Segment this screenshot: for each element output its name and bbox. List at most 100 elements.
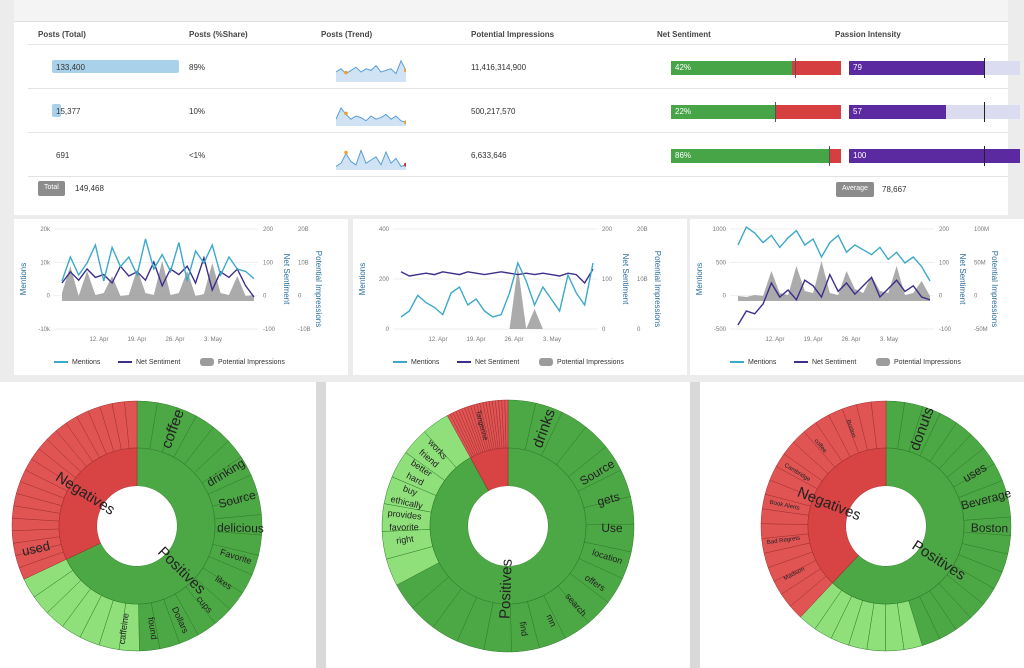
- legend-potential-impressions[interactable]: Potential Impressions: [894, 359, 961, 366]
- sunburst-word-left[interactable]: used: [21, 538, 52, 559]
- net-sentiment-line: [737, 272, 931, 326]
- net-sentiment-label: 22%: [675, 107, 692, 116]
- right-tick-label-sentiment: 100: [939, 260, 950, 266]
- impressions-area: [401, 267, 593, 329]
- x-tick-label: 19. Apr: [803, 337, 822, 343]
- right-axis-title-sentiment: Net Sentiment: [282, 254, 291, 305]
- trend-chart-3[interactable]: Mentions Net Sentiment Potential Impressio…: [690, 219, 1024, 375]
- trend-chart-2[interactable]: Mentions Net Sentiment Potential Impressio…: [353, 219, 687, 375]
- passion-intensity-bar: 57: [849, 102, 1020, 122]
- right-tick-label-impressions: 0: [298, 294, 302, 300]
- row-divider: [28, 132, 1008, 133]
- posts-total-value: 691: [56, 151, 70, 160]
- legend-potential-impressions[interactable]: Potential Impressions: [557, 359, 624, 366]
- right-tick-label-sentiment: 200: [602, 227, 613, 233]
- sunburst-word-l9[interactable]: right: [396, 534, 415, 546]
- sunburst-word-r8[interactable]: found: [146, 616, 159, 640]
- legend-potential-impressions[interactable]: Potential Impressions: [218, 359, 285, 366]
- passion-intensity-label: 79: [853, 63, 862, 72]
- sunburst-word-l8[interactable]: favorite: [389, 522, 419, 532]
- posts-trend-sparkline: [336, 148, 406, 170]
- legend-mentions[interactable]: Mentions: [411, 359, 440, 366]
- sunburst-panel-2[interactable]: Positives drinks Source gets Use location offe…: [326, 382, 690, 668]
- x-tick-label: 19. Apr: [466, 337, 485, 343]
- sentiment-positive-fill: [671, 105, 775, 119]
- right-axis-title-impressions: Potential Impressions: [653, 251, 662, 327]
- legend-net-sentiment[interactable]: Net Sentiment: [475, 359, 519, 366]
- sunburst-word-l5[interactable]: buy: [402, 483, 420, 498]
- impressions-area: [738, 261, 930, 301]
- posts-share-value: 89%: [189, 63, 206, 72]
- sunburst-positives-label[interactable]: Positives: [496, 559, 515, 620]
- header-potential-impressions[interactable]: Potential Impressions: [471, 30, 555, 39]
- right-tick-label-impressions: 20B: [637, 227, 648, 233]
- right-tick-label-impressions: 10B: [298, 260, 309, 266]
- right-axis-title-impressions: Potential Impressions: [990, 251, 999, 327]
- net-sentiment-label: 42%: [675, 63, 692, 72]
- mentions-line: [400, 260, 594, 318]
- table-top-bar: [14, 0, 1008, 22]
- x-tick-label: 12. Apr: [428, 337, 447, 343]
- sunburst-panel-3[interactable]: Positives Negatives donuts uses Beverage Bost…: [700, 382, 1024, 668]
- legend-impressions-swatch: [539, 358, 553, 366]
- sentiment-marker: [829, 146, 831, 166]
- right-tick-label-sentiment: 0: [939, 294, 943, 300]
- sentiment-marker: [774, 102, 776, 122]
- left-tick-label: -500: [714, 327, 727, 333]
- right-tick-label-sentiment: 200: [263, 227, 274, 233]
- sunburst-word-r3[interactable]: delicious: [217, 521, 264, 536]
- right-tick-label-impressions: -50M: [974, 327, 988, 333]
- sentiment-negative-fill: [829, 149, 841, 163]
- trend-chart-1[interactable]: Mentions Net Sentiment Potential Impressio…: [14, 219, 348, 375]
- sunburst-hole: [846, 486, 926, 566]
- posts-total-value: 15,377: [56, 107, 81, 116]
- right-tick-label-sentiment: -100: [939, 327, 952, 333]
- left-tick-label: 10k: [40, 260, 51, 266]
- header-net-sentiment[interactable]: Net Sentiment: [657, 30, 711, 39]
- passion-marker: [984, 146, 986, 166]
- right-axis-title-sentiment: Net Sentiment: [958, 254, 967, 305]
- impressions-value: 500,217,570: [471, 107, 516, 116]
- sunburst-word-l7[interactable]: provides: [387, 508, 422, 522]
- x-tick-label: 3. May: [880, 337, 898, 343]
- x-tick-label: 12. Apr: [765, 337, 784, 343]
- sentiment-marker: [795, 58, 797, 78]
- metrics-table: Posts (Total) Posts (%Share) Posts (Tren…: [14, 0, 1020, 215]
- sunburst-panel-1[interactable]: Positives Negatives coffee used drinking Sour…: [0, 382, 316, 668]
- legend-mentions[interactable]: Mentions: [72, 359, 101, 366]
- left-tick-label: 1000: [713, 227, 727, 233]
- left-tick-label: 400: [379, 227, 390, 233]
- right-tick-label-sentiment: 100: [263, 260, 274, 266]
- posts-total-bar: [52, 60, 179, 73]
- x-tick-label: 12. Apr: [89, 337, 108, 343]
- header-posts-trend[interactable]: Posts (Trend): [321, 30, 373, 39]
- right-tick-label-sentiment: 200: [939, 227, 950, 233]
- passion-marker: [984, 58, 986, 78]
- legend-mentions[interactable]: Mentions: [748, 359, 777, 366]
- sunburst-word-n2[interactable]: Bad Regrets: [767, 536, 801, 546]
- sentiment-negative-fill: [791, 61, 841, 75]
- net-sentiment-line: [400, 268, 594, 285]
- x-tick-label: 26. Apr: [165, 337, 184, 343]
- sunburst-word-r9[interactable]: caffeine: [117, 612, 131, 644]
- sentiment-negative-fill: [774, 105, 841, 119]
- sentiment-positive-fill: [671, 149, 830, 163]
- legend-net-sentiment[interactable]: Net Sentiment: [136, 359, 180, 366]
- header-posts-total[interactable]: Posts (Total): [38, 30, 86, 39]
- sunburst-word-r8[interactable]: find: [518, 621, 530, 637]
- mentions-line: [737, 225, 931, 282]
- sentiment-positive-fill: [671, 61, 792, 75]
- sunburst-word-r7[interactable]: mn: [544, 613, 558, 629]
- legend-net-sentiment[interactable]: Net Sentiment: [812, 359, 856, 366]
- sunburst-word-n6[interactable]: Boston: [844, 419, 856, 439]
- sunburst-word-r2[interactable]: gets: [596, 489, 622, 508]
- header-posts-share[interactable]: Posts (%Share): [189, 30, 248, 39]
- sunburst-word-r3[interactable]: Use: [601, 521, 623, 535]
- passion-fill: [849, 149, 1020, 163]
- passion-intensity-bar: 79: [849, 58, 1020, 78]
- net-sentiment-bar: 22%: [671, 102, 841, 122]
- header-passion-intensity[interactable]: Passion Intensity: [835, 30, 901, 39]
- sunburst-word-r3[interactable]: Boston: [971, 521, 1009, 536]
- x-tick-label: 19. Apr: [127, 337, 146, 343]
- mentions-line: [61, 238, 255, 282]
